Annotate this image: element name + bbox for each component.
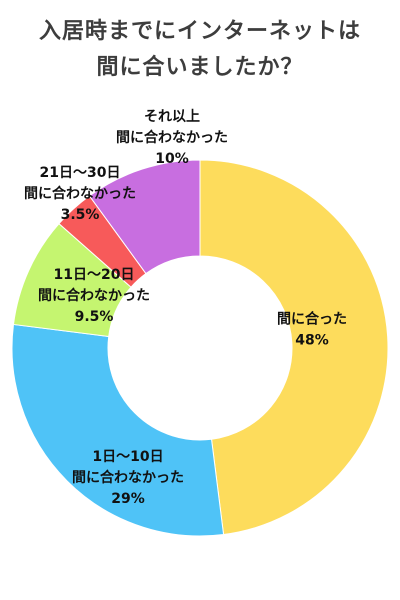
chart-title: 入居時までにインターネットは 間に合いましたか？ xyxy=(0,14,400,86)
slice-value-label-5: 10% xyxy=(155,151,189,167)
slice-label-3-line-1: 11日～20日 xyxy=(54,267,135,283)
slice-label-5-line-1: それ以上 xyxy=(144,109,200,125)
slice-value-label-3: 9.5% xyxy=(75,309,114,325)
donut-slice-2 xyxy=(11,323,225,537)
slice-label-2-line-2: 間に合わなかった xyxy=(72,469,184,486)
slice-value-label-4: 3.5% xyxy=(61,207,100,223)
donut-slice-5 xyxy=(88,159,201,275)
slice-label-4-line-2: 間に合わなかった xyxy=(24,185,136,202)
slice-value-label-2: 29% xyxy=(111,491,145,507)
slice-label-4-line-1: 21日～30日 xyxy=(40,165,121,181)
slice-label-1-line-1: 間に合った xyxy=(277,311,347,328)
donut-slices xyxy=(11,159,389,537)
slice-label-2-line-1: 1日～10日 xyxy=(92,449,163,465)
slice-value-label-1: 48% xyxy=(295,333,329,349)
chart-title-line-2: 間に合いましたか？ xyxy=(96,55,304,80)
slice-label-5-line-2: 間に合わなかった xyxy=(116,129,228,146)
donut-labels: 間に合った48%1日～10日間に合わなかった29%11日～20日間に合わなかった… xyxy=(24,109,347,507)
donut-slice-1 xyxy=(199,159,389,536)
chart-title-line-1: 入居時までにインターネットは xyxy=(38,19,361,44)
slice-label-3-line-2: 間に合わなかった xyxy=(38,287,150,304)
